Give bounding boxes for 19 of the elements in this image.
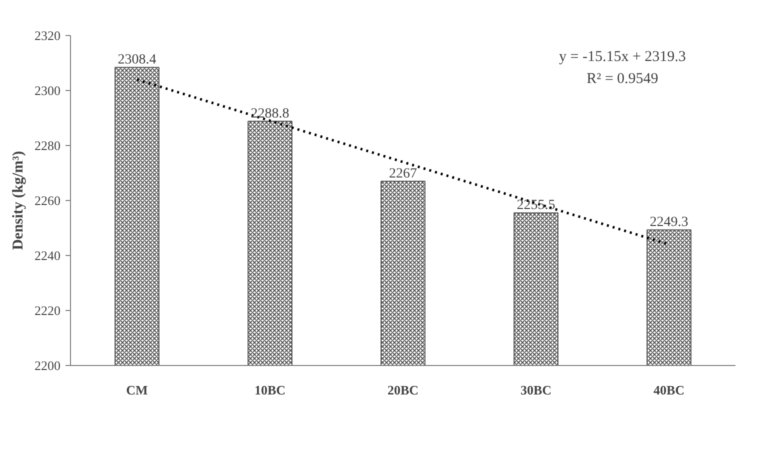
- x-tick-label: 20BC: [387, 382, 419, 398]
- annotation: R² = 0.9549: [586, 71, 658, 88]
- y-tick-label: 2320: [34, 28, 60, 43]
- x-tick-label: 40BC: [653, 382, 685, 398]
- y-tick-label: 2260: [34, 193, 60, 208]
- annotation: y = -15.15x + 2319.3: [558, 49, 686, 66]
- y-tick-label: 2240: [34, 248, 60, 263]
- data-label: 2288.8: [250, 106, 290, 122]
- y-tick-label: 2220: [34, 303, 60, 318]
- data-label: 2249.3: [650, 214, 688, 230]
- y-tick-label: 2200: [34, 358, 60, 373]
- x-tick-label: CM: [126, 382, 148, 398]
- x-tick-label: 10BC: [254, 382, 286, 398]
- data-label: 2267: [389, 166, 417, 182]
- y-tick-label: 2300: [34, 83, 60, 98]
- data-label: 2308.4: [118, 52, 156, 68]
- y-axis-title: Density (kg/m³): [10, 150, 26, 250]
- y-tick-label: 2280: [34, 138, 60, 153]
- x-tick-label: 30BC: [520, 382, 552, 398]
